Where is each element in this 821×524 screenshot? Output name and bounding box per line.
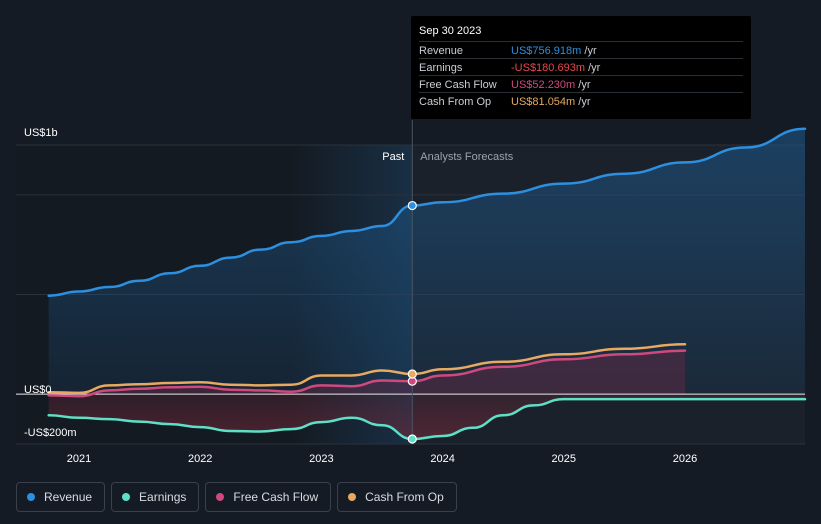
y-tick-label: -US$200m (24, 427, 77, 439)
tooltip-label: Cash From Op (419, 96, 492, 108)
cash-from-op-dot-icon (348, 493, 357, 501)
tooltip-label: Earnings (419, 62, 463, 74)
legend-label: Earnings (139, 490, 187, 504)
y-tick-label: US$0 (24, 384, 52, 396)
earnings-line (47, 397, 807, 441)
revenue-line (47, 127, 807, 297)
legend-label: Revenue (44, 490, 93, 504)
revenue-marker (407, 200, 417, 211)
cash-from-op-marker (407, 369, 417, 379)
forecast-label: Analysts Forecasts (420, 151, 513, 163)
tooltip-value: -US$180.693m /yr (511, 62, 601, 74)
past-label: Past (382, 151, 404, 163)
tooltip-row-earnings: Earnings -US$180.693m /yr (419, 58, 743, 76)
legend-item-free-cash-flow[interactable]: Free Cash Flow (205, 482, 332, 512)
earnings-marker (407, 434, 417, 444)
tooltip-date: Sep 30 2023 (419, 25, 482, 37)
x-tick-label: 2021 (67, 453, 91, 465)
y-tick-label: US$1b (24, 127, 58, 139)
legend-label: Cash From Op (365, 490, 444, 504)
tooltip-value: US$81.054m /yr (511, 96, 591, 108)
free-cash-flow-dot-icon (216, 493, 225, 501)
tooltip-value: US$52.230m /yr (511, 79, 591, 91)
legend-label: Free Cash Flow (233, 490, 319, 504)
tooltip-label: Revenue (419, 45, 464, 57)
x-tick-label: 2026 (673, 453, 697, 465)
financials-chart: Past Analysts Forecasts US$1b US$0 -US$200m 2… (16, 120, 807, 465)
legend: Revenue Earnings Free Cash Flow Cash Fro… (16, 482, 457, 512)
x-tick-label: 2022 (188, 453, 212, 465)
cash-from-op-line (47, 343, 687, 395)
tooltip-row-revenue: Revenue US$756.918m /yr (419, 41, 743, 59)
tooltip-row-free-cash-flow: Free Cash Flow US$52.230m /yr (419, 75, 743, 93)
revenue-dot-icon (27, 493, 35, 501)
tooltip-row-cash-from-op: Cash From Op US$81.054m /yr (419, 92, 743, 110)
earnings-area (48, 394, 805, 439)
x-tick-label: 2025 (552, 453, 576, 465)
tooltip-label: Free Cash Flow (419, 79, 497, 91)
x-tick-label: 2024 (430, 453, 454, 465)
revenue-area (48, 128, 805, 395)
earnings-dot-icon (122, 493, 131, 501)
legend-item-earnings[interactable]: Earnings (111, 482, 200, 512)
free-cash-flow-area (48, 350, 685, 397)
legend-item-revenue[interactable]: Revenue (16, 482, 106, 512)
tooltip: Sep 30 2023 Revenue US$756.918m /yr Earn… (411, 16, 751, 119)
x-tick-label: 2023 (309, 453, 333, 465)
legend-item-cash-from-op[interactable]: Cash From Op (337, 482, 457, 512)
free-cash-flow-line (47, 349, 687, 398)
tooltip-value: US$756.918m /yr (511, 45, 597, 57)
